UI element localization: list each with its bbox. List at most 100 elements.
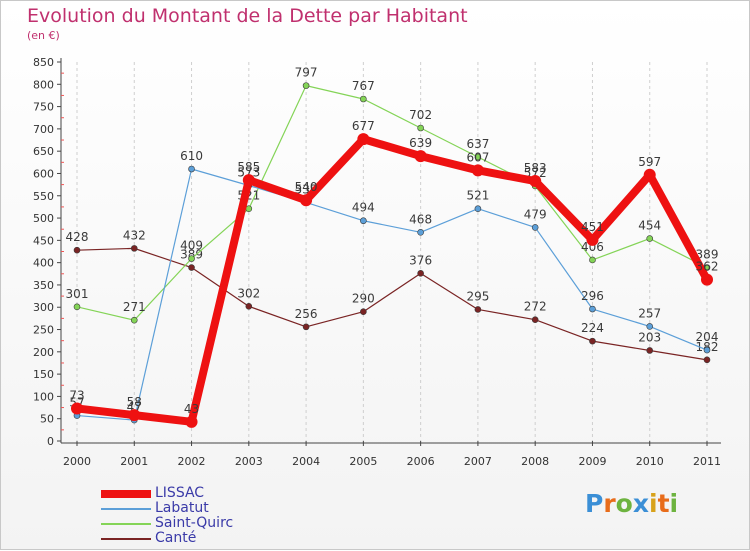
x-tick-label: 2001 bbox=[120, 455, 148, 468]
y-tick-label: 500 bbox=[33, 212, 54, 225]
x-tick-label: 2009 bbox=[578, 455, 606, 468]
y-tick-label: 750 bbox=[33, 101, 54, 114]
y-tick-label: 0 bbox=[47, 435, 54, 448]
data-label-cant-: 428 bbox=[66, 230, 89, 244]
y-tick-label: 400 bbox=[33, 257, 54, 270]
data-point-lissac bbox=[300, 194, 313, 207]
series-line-lissac bbox=[73, 135, 711, 426]
data-label-lissac: 58 bbox=[127, 395, 142, 409]
data-point-lissac bbox=[128, 409, 141, 422]
legend-item-labatut: Labatut bbox=[101, 501, 233, 516]
legend-item-lissac: LISSAC bbox=[101, 486, 233, 501]
data-point-lissac bbox=[643, 168, 656, 181]
data-point-cant- bbox=[130, 245, 138, 252]
data-label-labatut: 479 bbox=[524, 207, 547, 221]
data-label-lissac: 639 bbox=[409, 136, 432, 150]
data-label-labatut: 296 bbox=[581, 289, 604, 303]
x-tick-label: 2011 bbox=[693, 455, 721, 468]
data-point-cant- bbox=[188, 264, 195, 271]
data-point-lissac bbox=[529, 175, 542, 188]
data-label-lissac: 362 bbox=[696, 260, 719, 274]
data-label-cant-: 295 bbox=[466, 289, 489, 303]
data-point-saint-quirc bbox=[360, 95, 367, 103]
data-point-saint-quirc bbox=[73, 303, 81, 311]
legend-item-cant-: Canté bbox=[101, 531, 233, 546]
data-point-labatut bbox=[531, 224, 539, 231]
data-label-labatut: 610 bbox=[180, 149, 203, 163]
y-tick-label: 250 bbox=[33, 324, 54, 337]
y-tick-label: 550 bbox=[33, 190, 54, 203]
x-tick-label: 2000 bbox=[63, 455, 91, 468]
data-label-cant-: 376 bbox=[409, 253, 432, 267]
data-point-cant- bbox=[417, 270, 424, 277]
data-point-cant- bbox=[302, 323, 310, 331]
data-label-cant-: 290 bbox=[352, 292, 375, 306]
data-point-lissac bbox=[185, 415, 198, 428]
data-label-cant-: 203 bbox=[638, 330, 661, 344]
x-tick-label: 2004 bbox=[292, 455, 320, 468]
data-label-saint-quirc: 454 bbox=[638, 219, 661, 233]
data-label-saint-quirc: 767 bbox=[352, 79, 375, 93]
data-point-saint-quirc bbox=[646, 235, 654, 242]
y-tick-label: 300 bbox=[33, 301, 54, 314]
x-tick-label: 2010 bbox=[636, 455, 664, 468]
data-point-saint-quirc bbox=[245, 205, 253, 212]
data-label-saint-quirc: 271 bbox=[123, 300, 146, 314]
data-point-labatut bbox=[589, 305, 596, 313]
data-label-lissac: 43 bbox=[184, 402, 199, 416]
legend-label-cant-: Canté bbox=[155, 530, 197, 546]
data-label-saint-quirc: 406 bbox=[581, 240, 604, 254]
data-point-lissac bbox=[586, 233, 599, 246]
data-label-cant-: 432 bbox=[123, 228, 146, 242]
legend-label-labatut: Labatut bbox=[155, 500, 209, 516]
y-tick-label: 450 bbox=[33, 234, 54, 247]
y-tick-label: 850 bbox=[33, 56, 54, 69]
y-tick-label: 600 bbox=[33, 167, 54, 180]
data-label-saint-quirc: 797 bbox=[295, 66, 318, 80]
y-tick-label: 700 bbox=[33, 123, 54, 136]
legend-item-saint-quirc: Saint-Quirc bbox=[101, 516, 233, 531]
series-line-cant- bbox=[76, 247, 708, 361]
data-point-labatut bbox=[703, 346, 711, 354]
data-label-cant-: 389 bbox=[180, 248, 203, 262]
data-label-lissac: 597 bbox=[638, 155, 661, 169]
x-tick-label: 2003 bbox=[235, 455, 263, 468]
data-point-cant- bbox=[360, 308, 367, 315]
data-point-labatut bbox=[360, 217, 367, 225]
data-label-labatut: 257 bbox=[638, 306, 661, 320]
series-line-saint-quirc bbox=[76, 85, 708, 321]
data-label-cant-: 256 bbox=[295, 307, 318, 321]
data-label-lissac: 607 bbox=[466, 150, 489, 164]
legend-swatch-lissac bbox=[101, 489, 151, 498]
data-point-cant- bbox=[531, 316, 539, 324]
y-tick-label: 100 bbox=[33, 390, 54, 403]
series-line-labatut bbox=[76, 168, 708, 421]
legend-swatch-saint-quirc bbox=[101, 522, 151, 525]
data-point-lissac bbox=[701, 273, 713, 286]
y-tick-label: 50 bbox=[40, 413, 54, 426]
x-tick-label: 2008 bbox=[521, 455, 549, 468]
x-tick-label: 2007 bbox=[464, 455, 492, 468]
data-label-lissac: 677 bbox=[352, 119, 375, 133]
data-label-labatut: 204 bbox=[696, 330, 719, 344]
data-point-lissac bbox=[71, 402, 83, 415]
data-point-saint-quirc bbox=[302, 82, 310, 89]
chart-title: Evolution du Montant de la Dette par Hab… bbox=[27, 5, 468, 27]
x-tick-label: 2002 bbox=[178, 455, 206, 468]
legend-label-lissac: LISSAC bbox=[155, 485, 205, 501]
data-point-lissac bbox=[357, 133, 370, 146]
data-label-labatut: 468 bbox=[409, 212, 432, 226]
data-point-cant- bbox=[703, 356, 711, 364]
data-label-cant-: 272 bbox=[524, 300, 547, 314]
y-tick-label: 200 bbox=[33, 346, 54, 359]
data-point-saint-quirc bbox=[589, 256, 596, 264]
data-point-lissac bbox=[471, 164, 484, 177]
data-point-saint-quirc bbox=[188, 255, 195, 262]
data-label-cant-: 302 bbox=[237, 286, 260, 300]
data-point-labatut bbox=[474, 205, 482, 212]
data-point-lissac bbox=[414, 150, 427, 163]
y-tick-label: 800 bbox=[33, 78, 54, 91]
chart-subtitle: (en €) bbox=[27, 29, 60, 42]
data-label-lissac: 73 bbox=[69, 388, 84, 402]
